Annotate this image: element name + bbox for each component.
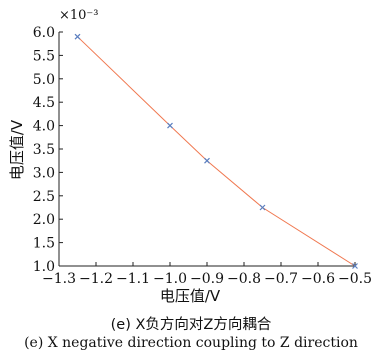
y-axis-label: 电压值/V	[8, 119, 26, 180]
figure-caption-english: (e) X negative direction coupling to Z d…	[24, 335, 358, 351]
x-tick-label: −1.0	[153, 271, 187, 287]
data-point-stroke	[352, 263, 358, 269]
data-point	[204, 157, 210, 164]
axes	[58, 32, 355, 267]
figure-caption-chinese: (e) X负方向对Z方向耦合	[110, 317, 272, 333]
y-tick-label: 1.0	[33, 259, 55, 275]
data-point	[259, 204, 266, 211]
data-point-stroke	[259, 204, 266, 211]
series-group	[74, 33, 358, 269]
data-point-stroke	[204, 157, 210, 164]
x-tick-label: −0.8	[227, 271, 261, 287]
y-tick-label: 4.0	[33, 119, 55, 135]
x-tick-label: −1.3	[42, 271, 76, 287]
y-tick-label: 2.5	[33, 189, 55, 205]
x-tick-label: −1.1	[116, 271, 150, 287]
x-tick-label: −0.9	[190, 271, 224, 287]
y-ticks: 1.0 1.5 2.0 2.5 3.0 3.5 4.0 4.5 5.0 5.5 6.0	[33, 25, 63, 275]
y-tick-label: 4.5	[33, 95, 55, 111]
y-tick-label: 1.5	[33, 236, 55, 252]
y-tick-label: 5.5	[33, 48, 55, 64]
data-point-stroke	[167, 122, 173, 129]
data-point	[167, 122, 173, 129]
data-point	[352, 263, 358, 269]
x-ticks: −1.3 −1.2 −1.1 −1.0 −0.9 −0.8 −0.7 −0.6 −0.5	[42, 262, 372, 287]
chart-canvas: −1.3 −1.2 −1.1 −1.0 −0.9 −0.8 −0.7 −0.6 −0.5 1.0…	[8, 8, 372, 305]
x-tick-label: −1.2	[79, 271, 113, 287]
x-tick-label: −0.7	[264, 271, 298, 287]
y-scale-exponent: ×10⁻³	[59, 8, 99, 23]
x-tick-label: −0.5	[338, 271, 372, 287]
series-line	[77, 36, 356, 267]
y-tick-label: 3.5	[33, 142, 55, 158]
data-point-stroke	[74, 33, 81, 40]
y-tick-label: 3.0	[33, 165, 55, 181]
x-axis-label: 电压值/V	[160, 287, 221, 305]
y-tick-label: 2.0	[33, 212, 55, 228]
x-tick-label: −0.6	[301, 271, 335, 287]
y-tick-label: 6.0	[33, 25, 55, 41]
data-point	[74, 33, 81, 40]
y-tick-label: 5.0	[33, 72, 55, 88]
